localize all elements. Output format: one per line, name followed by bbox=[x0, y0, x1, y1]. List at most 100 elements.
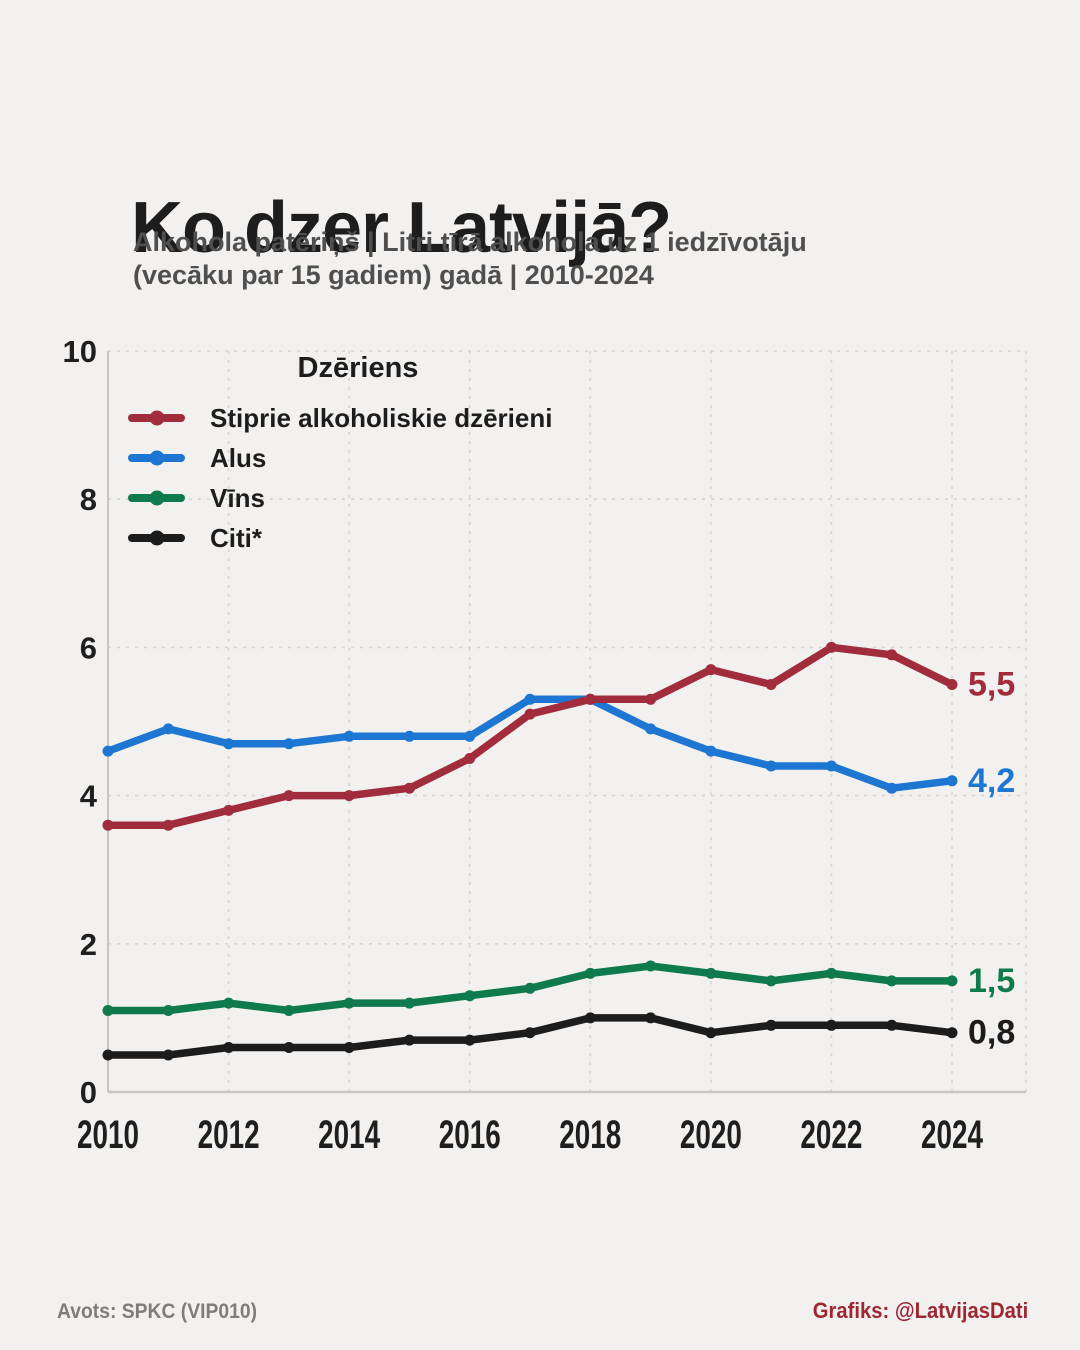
series-marker-stiprie-alkoholiskie-dz-rieni bbox=[765, 679, 777, 690]
x-tick-label: 2018 bbox=[559, 1113, 621, 1157]
series-marker-v-ns bbox=[524, 982, 536, 994]
series-marker-citi bbox=[765, 1019, 777, 1031]
series-marker-v-ns bbox=[343, 997, 355, 1009]
x-tick-label: 2020 bbox=[680, 1113, 742, 1157]
legend-item-alus: Alus bbox=[128, 438, 588, 478]
series-marker-alus bbox=[645, 723, 657, 735]
series-marker-stiprie-alkoholiskie-dz-rieni bbox=[223, 804, 235, 816]
legend-label-stiprie: Stiprie alkoholiskie dzērieni bbox=[210, 402, 553, 433]
series-marker-alus bbox=[162, 723, 174, 735]
series-marker-citi bbox=[464, 1034, 476, 1046]
legend-item-vins: Vīns bbox=[128, 478, 588, 518]
source-note: Avots: SPKC (VIP010) bbox=[57, 1300, 258, 1323]
series-marker-stiprie-alkoholiskie-dz-rieni bbox=[102, 819, 114, 831]
legend-swatch-alus bbox=[128, 450, 185, 466]
subtitle-line-2: (vecāku par 15 gadiem) gadā | 2010-2024 bbox=[133, 260, 654, 290]
series-marker-citi bbox=[162, 1049, 174, 1061]
series-marker-stiprie-alkoholiskie-dz-rieni bbox=[946, 679, 958, 690]
series-marker-stiprie-alkoholiskie-dz-rieni bbox=[524, 708, 536, 720]
series-marker-v-ns bbox=[223, 997, 235, 1009]
series-marker-citi bbox=[584, 1012, 596, 1024]
series-marker-citi bbox=[403, 1034, 415, 1046]
series-marker-stiprie-alkoholiskie-dz-rieni bbox=[464, 753, 476, 764]
series-marker-v-ns bbox=[765, 975, 777, 987]
series-marker-v-ns bbox=[705, 967, 717, 979]
legend-label-vins: Vīns bbox=[210, 482, 265, 513]
legend-item-stiprie: Stiprie alkoholiskie dzērieni bbox=[128, 398, 588, 438]
series-marker-alus bbox=[946, 775, 958, 787]
series-marker-stiprie-alkoholiskie-dz-rieni bbox=[343, 790, 355, 802]
series-marker-alus bbox=[343, 730, 355, 742]
series-marker-alus bbox=[524, 693, 536, 705]
y-tick-label: 4 bbox=[80, 779, 98, 814]
legend-dot-icon bbox=[149, 450, 164, 466]
end-value-label-stiprie-alkoholiskie-dz-rieni: 5,5 bbox=[968, 665, 1015, 703]
series-marker-citi bbox=[946, 1027, 958, 1039]
series-marker-alus bbox=[825, 760, 837, 772]
x-tick-label: 2016 bbox=[439, 1113, 501, 1157]
series-marker-v-ns bbox=[886, 975, 898, 987]
series-marker-citi bbox=[223, 1042, 235, 1053]
series-marker-alus bbox=[283, 738, 295, 750]
legend-dot-icon bbox=[149, 530, 164, 546]
x-tick-label: 2010 bbox=[77, 1113, 139, 1157]
series-marker-v-ns bbox=[102, 1005, 114, 1016]
series-marker-v-ns bbox=[162, 1005, 174, 1016]
series-marker-stiprie-alkoholiskie-dz-rieni bbox=[825, 641, 837, 653]
series-marker-citi bbox=[645, 1012, 657, 1024]
x-tick-label: 2012 bbox=[198, 1113, 260, 1157]
series-marker-citi bbox=[705, 1027, 717, 1039]
series-marker-citi bbox=[343, 1042, 355, 1053]
series-marker-stiprie-alkoholiskie-dz-rieni bbox=[162, 819, 174, 831]
legend-item-citi: Citi* bbox=[128, 518, 588, 558]
legend-dot-icon bbox=[149, 410, 164, 426]
series-marker-stiprie-alkoholiskie-dz-rieni bbox=[705, 664, 717, 676]
series-marker-citi bbox=[102, 1049, 114, 1061]
series-line-stiprie-alkoholiskie-dz-rieni bbox=[104, 643, 956, 829]
y-tick-label: 6 bbox=[80, 630, 97, 665]
credit-note: Grafiks: @LatvijasDati bbox=[812, 1298, 1028, 1323]
series-marker-v-ns bbox=[825, 967, 837, 979]
series-marker-stiprie-alkoholiskie-dz-rieni bbox=[645, 693, 657, 705]
y-tick-label: 2 bbox=[80, 927, 97, 962]
series-marker-alus bbox=[403, 730, 415, 742]
series-marker-alus bbox=[765, 760, 777, 772]
y-tick-label: 0 bbox=[80, 1075, 97, 1110]
series-marker-v-ns bbox=[464, 990, 476, 1002]
x-tick-label: 2024 bbox=[921, 1113, 984, 1157]
series-marker-alus bbox=[102, 745, 114, 757]
end-value-label-alus: 4,2 bbox=[968, 762, 1015, 800]
series-marker-stiprie-alkoholiskie-dz-rieni bbox=[886, 649, 898, 661]
series-marker-alus bbox=[223, 738, 235, 750]
series-marker-citi bbox=[283, 1042, 295, 1053]
series-marker-citi bbox=[825, 1019, 837, 1031]
subtitle-line-1: Alkohola patēriņš | Litri tīrā alkohola … bbox=[133, 227, 807, 257]
series-marker-stiprie-alkoholiskie-dz-rieni bbox=[283, 790, 295, 802]
series-marker-v-ns bbox=[645, 960, 657, 972]
x-tick-label: 2022 bbox=[800, 1113, 862, 1157]
series-marker-stiprie-alkoholiskie-dz-rieni bbox=[584, 693, 596, 705]
series-marker-v-ns bbox=[403, 997, 415, 1009]
series-marker-stiprie-alkoholiskie-dz-rieni bbox=[403, 782, 415, 794]
legend-title: Dzēriens bbox=[297, 352, 419, 384]
legend-label-citi: Citi* bbox=[210, 522, 262, 553]
page-title: Ko dzer Latvijā? bbox=[131, 188, 672, 269]
series-marker-alus bbox=[886, 782, 898, 794]
series-marker-v-ns bbox=[946, 975, 958, 987]
series-marker-citi bbox=[886, 1019, 898, 1031]
legend-label-alus: Alus bbox=[210, 442, 267, 473]
y-tick-label: 10 bbox=[63, 334, 97, 369]
chart-subtitle: Alkohola patēriņš | Litri tīrā alkohola … bbox=[133, 226, 1013, 292]
y-tick-label: 8 bbox=[80, 482, 97, 517]
legend-swatch-vins bbox=[128, 490, 185, 506]
legend-swatch-stiprie bbox=[128, 410, 185, 426]
legend-dot-icon bbox=[149, 490, 164, 506]
x-tick-label: 2014 bbox=[318, 1113, 381, 1157]
legend-swatch-citi bbox=[128, 530, 185, 546]
series-marker-citi bbox=[524, 1027, 536, 1039]
series-marker-alus bbox=[464, 730, 476, 742]
series-marker-v-ns bbox=[283, 1005, 295, 1016]
series-marker-alus bbox=[705, 745, 717, 757]
